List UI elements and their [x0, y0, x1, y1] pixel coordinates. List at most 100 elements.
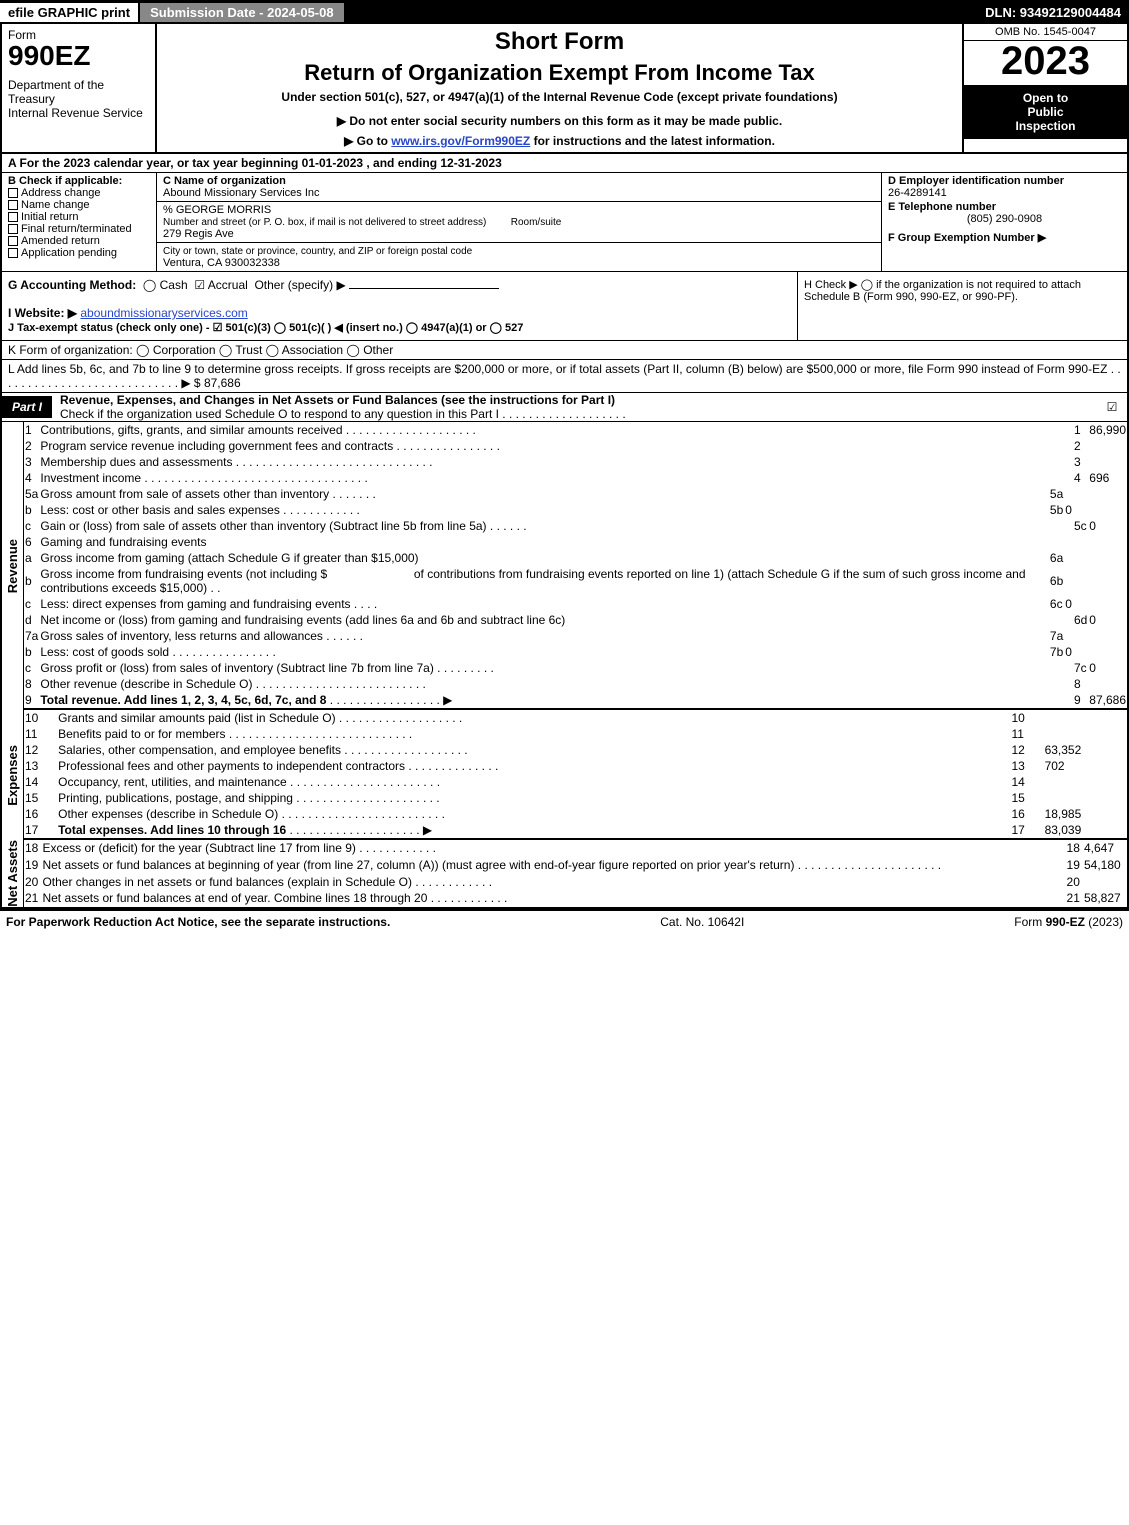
cb-pending[interactable]: Application pending — [8, 247, 150, 259]
website-link[interactable]: aboundmissionaryservices.com — [80, 306, 247, 320]
cb-initial-return[interactable]: Initial return — [8, 211, 150, 223]
submission-date: Submission Date - 2024-05-08 — [140, 3, 344, 22]
dln: DLN: 93492129004484 — [977, 3, 1129, 22]
form-id-box: Form 990EZ Department of the Treasury In… — [2, 24, 157, 152]
g-other-input[interactable] — [349, 288, 499, 289]
group-exemption: F Group Exemption Number ▶ — [888, 231, 1121, 244]
section-b-header: B Check if applicable: — [8, 175, 150, 187]
top-bar: efile GRAPHIC print Submission Date - 20… — [0, 0, 1129, 24]
cb-address-change[interactable]: Address change — [8, 187, 150, 199]
part-1-header: Part I Revenue, Expenses, and Changes in… — [0, 393, 1129, 422]
line-20: 20 Other changes in net assets or fund b… — [24, 873, 1127, 890]
line-17: 17 Total expenses. Add lines 10 through … — [24, 822, 1127, 839]
section-l: L Add lines 5b, 6c, and 7b to line 9 to … — [0, 360, 1129, 393]
form-year-box: OMB No. 1545-0047 2023 Open to Public In… — [962, 24, 1127, 152]
line-6a: a Gross income from gaming (attach Sched… — [24, 550, 1127, 566]
line-7b: b Less: cost of goods sold . . . . . . .… — [24, 644, 1127, 660]
sections-g-h: G Accounting Method: ◯ Cash ☑ Accrual Ot… — [0, 272, 1129, 341]
phone-value: (805) 290-0908 — [888, 213, 1121, 225]
form-number: 990EZ — [8, 42, 149, 70]
net-assets-section: Net Assets 18 Excess or (deficit) for th… — [0, 840, 1129, 909]
form-title-box: Short Form Return of Organization Exempt… — [157, 24, 962, 152]
line-15: 15 Printing, publications, postage, and … — [24, 790, 1127, 806]
line-19: 19 Net assets or fund balances at beginn… — [24, 857, 1127, 874]
line-1: 1 Contributions, gifts, grants, and simi… — [24, 422, 1127, 438]
section-k: K Form of organization: ◯ Corporation ◯ … — [0, 341, 1129, 360]
open-public-box: Open to Public Inspection — [964, 85, 1127, 139]
line-6c: c Less: direct expenses from gaming and … — [24, 596, 1127, 612]
irs-link[interactable]: www.irs.gov/Form990EZ — [391, 134, 530, 148]
g-cash[interactable]: Cash — [160, 278, 188, 292]
short-form-title: Short Form — [161, 28, 958, 56]
section-c: C Name of organization Abound Missionary… — [157, 173, 882, 271]
line-11: 11 Benefits paid to or for members . . .… — [24, 726, 1127, 742]
section-j: J Tax-exempt status (check only one) - ☑… — [8, 322, 523, 334]
revenue-section: Revenue 1 Contributions, gifts, grants, … — [0, 422, 1129, 710]
line-6d: d Net income or (loss) from gaming and f… — [24, 612, 1127, 628]
dept-label: Department of the Treasury — [8, 78, 149, 106]
footer-left: For Paperwork Reduction Act Notice, see … — [6, 915, 390, 929]
line-5b: b Less: cost or other basis and sales ex… — [24, 502, 1127, 518]
line-5a: 5a Gross amount from sale of assets othe… — [24, 486, 1127, 502]
line-2: 2 Program service revenue including gove… — [24, 438, 1127, 454]
line-4: 4 Investment income . . . . . . . . . . … — [24, 470, 1127, 486]
line-6: 6 Gaming and fundraising events — [24, 534, 1127, 550]
l-text: L Add lines 5b, 6c, and 7b to line 9 to … — [8, 362, 1121, 390]
line-3: 3 Membership dues and assessments . . . … — [24, 454, 1127, 470]
page-footer: For Paperwork Reduction Act Notice, see … — [0, 909, 1129, 933]
footer-right: Form 990-EZ (2023) — [1014, 915, 1123, 929]
i-label: I Website: ▶ — [8, 306, 77, 320]
revenue-side-label: Revenue — [2, 422, 24, 710]
g-accrual[interactable]: Accrual — [208, 278, 248, 292]
netassets-side-label: Net Assets — [2, 840, 24, 907]
part-1-check-text: Check if the organization used Schedule … — [60, 407, 499, 421]
expenses-table: 10 Grants and similar amounts paid (list… — [24, 710, 1127, 840]
line-7c: c Gross profit or (loss) from sales of i… — [24, 660, 1127, 676]
instr-2: ▶ Go to www.irs.gov/Form990EZ for instru… — [161, 134, 958, 148]
org-name: Abound Missionary Services Inc — [163, 187, 320, 199]
c-name-label: C Name of organization — [163, 175, 286, 187]
part-1-title: Revenue, Expenses, and Changes in Net As… — [52, 393, 1097, 421]
line-14: 14 Occupancy, rent, utilities, and maint… — [24, 774, 1127, 790]
efile-label[interactable]: efile GRAPHIC print — [0, 3, 140, 22]
ein-value: 26-4289141 — [888, 187, 1121, 199]
return-title: Return of Organization Exempt From Incom… — [161, 60, 958, 86]
g-label: G Accounting Method: — [8, 278, 136, 292]
netassets-table: 18 Excess or (deficit) for the year (Sub… — [24, 840, 1127, 907]
line-18: 18 Excess or (deficit) for the year (Sub… — [24, 840, 1127, 857]
revenue-table: 1 Contributions, gifts, grants, and simi… — [24, 422, 1127, 710]
irs-link-text: www.irs.gov/Form990EZ — [391, 134, 530, 148]
part-1-checkbox[interactable]: ☑ — [1097, 400, 1127, 414]
section-b: B Check if applicable: Address change Na… — [2, 173, 157, 271]
cb-name-change[interactable]: Name change — [8, 199, 150, 211]
footer-mid: Cat. No. 10642I — [660, 915, 744, 929]
section-h: H Check ▶ ◯ if the organization is not r… — [797, 272, 1127, 340]
expenses-side-label: Expenses — [2, 710, 24, 840]
form-header: Form 990EZ Department of the Treasury In… — [0, 24, 1129, 154]
open-line3: Inspection — [964, 119, 1127, 133]
cb-final-return[interactable]: Final return/terminated — [8, 223, 150, 235]
tax-year: 2023 — [964, 41, 1127, 81]
line-6b: b Gross income from fundraising events (… — [24, 566, 1127, 596]
line-13: 13 Professional fees and other payments … — [24, 758, 1127, 774]
g-other[interactable]: Other (specify) ▶ — [254, 278, 345, 292]
street-address: 279 Regis Ave — [163, 228, 234, 240]
line-16: 16 Other expenses (describe in Schedule … — [24, 806, 1127, 822]
line-10: 10 Grants and similar amounts paid (list… — [24, 710, 1127, 726]
line-12: 12 Salaries, other compensation, and emp… — [24, 742, 1127, 758]
care-of: % GEORGE MORRIS — [163, 204, 271, 216]
line-21: 21 Net assets or fund balances at end of… — [24, 890, 1127, 907]
expenses-section: Expenses 10 Grants and similar amounts p… — [0, 710, 1129, 840]
open-line2: Public — [964, 105, 1127, 119]
city-label: City or town, state or province, country… — [163, 246, 472, 257]
section-g: G Accounting Method: ◯ Cash ☑ Accrual Ot… — [2, 272, 797, 340]
line-7a: 7a Gross sales of inventory, less return… — [24, 628, 1127, 644]
line-5c: c Gain or (loss) from sale of assets oth… — [24, 518, 1127, 534]
section-d-e-f: D Employer identification number 26-4289… — [882, 173, 1127, 271]
open-line1: Open to — [964, 91, 1127, 105]
ein-label: D Employer identification number — [888, 175, 1121, 187]
city-state-zip: Ventura, CA 930032338 — [163, 257, 280, 269]
sections-b-c-d: B Check if applicable: Address change Na… — [0, 173, 1129, 272]
l-amount: 87,686 — [204, 376, 241, 390]
cb-amended[interactable]: Amended return — [8, 235, 150, 247]
